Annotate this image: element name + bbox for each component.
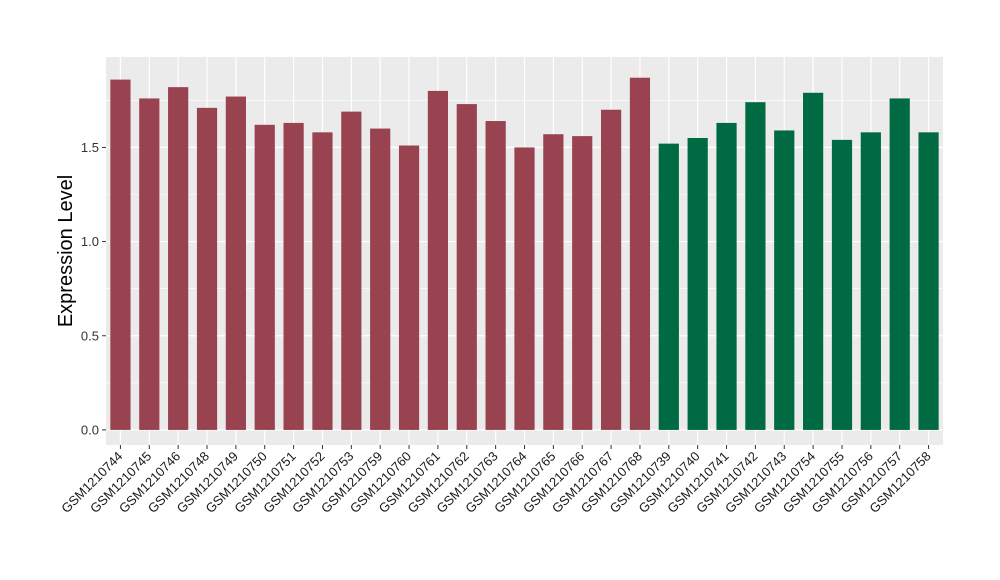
bar [543, 134, 564, 430]
y-axis-title: Expression Level [55, 175, 77, 327]
bars-layer [110, 77, 939, 430]
bar [918, 132, 939, 430]
bar [629, 77, 651, 430]
bar [196, 107, 218, 430]
bar [658, 143, 679, 430]
bar [427, 90, 449, 430]
bar [831, 139, 853, 430]
bar [514, 147, 535, 430]
bar [485, 121, 506, 430]
bar [803, 92, 824, 430]
bar [341, 111, 362, 430]
bar [860, 132, 881, 430]
bar [572, 136, 593, 430]
bar [398, 145, 420, 430]
bar [889, 98, 910, 430]
bar [168, 87, 189, 430]
bar [110, 79, 131, 430]
y-tick-label: 1.0 [81, 234, 99, 249]
bar [312, 132, 333, 430]
bar [254, 124, 275, 430]
bar [139, 98, 160, 430]
y-tick-label: 1.5 [81, 140, 99, 155]
bar [716, 122, 737, 430]
y-tick-label: 0.5 [81, 328, 99, 343]
bar [774, 130, 795, 430]
bar [283, 122, 304, 430]
bar [456, 104, 477, 430]
bar [225, 96, 246, 430]
y-tick-label: 0.0 [81, 422, 99, 437]
bar [687, 137, 708, 430]
y-axis: 0.0 0.5 1.0 1.5 [81, 140, 106, 437]
x-axis: GSM1210744GSM1210745GSM1210746GSM1210748… [58, 445, 934, 516]
bar [370, 128, 391, 430]
bar [600, 109, 622, 430]
bar [745, 102, 766, 430]
